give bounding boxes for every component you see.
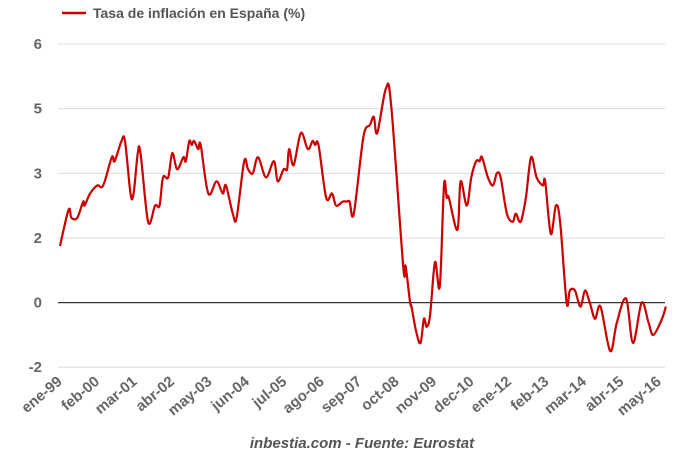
x-tick-label: ago-06 (280, 373, 328, 417)
x-tick-label: mar-14 (541, 373, 590, 418)
x-tick-label: ene-12 (468, 373, 515, 417)
x-axis-ticks: ene-99feb-00mar-01abr-02may-03jun-04jul-… (18, 373, 664, 420)
y-tick-label: 5 (34, 101, 42, 118)
legend[interactable]: Tasa de inflación en España (%) (62, 5, 305, 21)
series-line-inflation[interactable] (58, 82, 667, 353)
y-tick-label: -2 (29, 359, 42, 376)
y-tick-label: 0 (34, 295, 42, 312)
y-tick-label: 2 (34, 230, 42, 247)
chart-credit: inbestia.com - Fuente: Eurostat (250, 435, 475, 452)
y-tick-label: 3 (34, 165, 42, 182)
y-axis-ticks: -2 0 2 3 5 6 (29, 36, 42, 376)
gridlines (58, 43, 665, 368)
y-tick-label: 6 (34, 36, 42, 53)
x-tick-label: sep-07 (318, 373, 365, 417)
x-tick-label: nov-09 (392, 373, 440, 417)
x-tick-label: jun-04 (207, 373, 253, 415)
series-group (58, 82, 667, 353)
x-tick-label: ene-99 (18, 373, 65, 417)
x-tick-label: dec-10 (430, 373, 477, 417)
x-tick-label: mar-01 (92, 373, 141, 418)
legend-label: Tasa de inflación en España (%) (93, 5, 305, 21)
